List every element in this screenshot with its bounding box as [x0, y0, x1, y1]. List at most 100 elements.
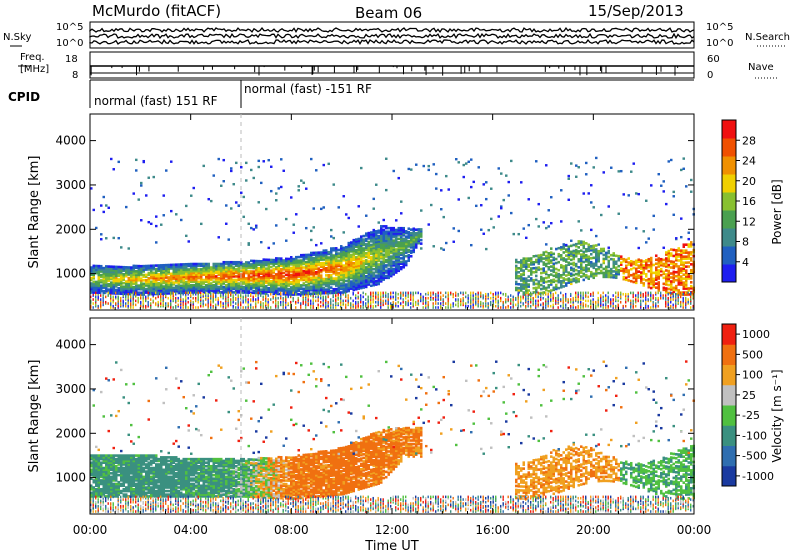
heat-cell [600, 302, 602, 305]
heat-cell [520, 181, 523, 184]
heat-cell [345, 269, 348, 272]
heat-cell [282, 282, 285, 285]
heat-cell [225, 260, 228, 264]
heat-cell [657, 172, 660, 176]
heat-cell [270, 165, 273, 168]
heat-cell [107, 290, 110, 293]
heat-cell [335, 295, 337, 299]
heat-cell [345, 267, 348, 270]
heat-cell [632, 280, 635, 284]
heat-cell [387, 242, 390, 246]
heat-cell [570, 294, 572, 297]
heat-cell [475, 303, 477, 307]
heat-cell [545, 291, 547, 295]
heat-cell [442, 294, 444, 297]
heat-cell [392, 228, 395, 232]
heat-cell [140, 277, 143, 280]
heat-cell [595, 304, 597, 308]
heat-cell [262, 279, 265, 283]
heat-cell [525, 285, 528, 288]
heat-cell [552, 292, 554, 296]
heat-cell [580, 249, 583, 252]
heat-cell [187, 306, 189, 309]
heat-cell [232, 278, 235, 282]
heat-cell [320, 294, 322, 297]
heat-cell [185, 270, 188, 273]
heat-cell [250, 270, 253, 273]
heat-cell [565, 274, 568, 277]
heat-cell [162, 292, 164, 296]
heat-cell [242, 271, 245, 275]
heat-cell [370, 248, 373, 252]
heat-cell [345, 295, 347, 299]
heat-cell [407, 299, 409, 303]
heat-cell [652, 306, 654, 309]
heat-cell [565, 243, 568, 247]
heat-cell [317, 281, 320, 285]
heat-cell [587, 257, 590, 261]
heat-cell [297, 284, 300, 287]
heat-cell [375, 253, 378, 256]
heat-cell [432, 292, 434, 296]
heat-cell [247, 273, 250, 277]
heat-cell [310, 262, 313, 265]
heat-cell [577, 258, 580, 261]
heat-cell [362, 263, 365, 266]
heat-cell [190, 268, 193, 271]
heat-cell [595, 270, 598, 273]
heat-cell [342, 195, 345, 198]
heat-cell [357, 239, 360, 243]
heat-cell [590, 270, 593, 274]
heat-cell [180, 263, 183, 266]
heat-cell [357, 306, 359, 309]
heat-cell [590, 256, 593, 260]
heat-cell [402, 249, 405, 253]
heat-cell [97, 295, 99, 299]
heat-cell [112, 236, 115, 240]
heat-cell [285, 289, 288, 293]
heat-cell [110, 276, 113, 279]
heat-cell [165, 285, 168, 288]
heat-cell [650, 266, 653, 270]
heat-cell [580, 261, 583, 264]
heat-cell [270, 279, 273, 283]
heat-cell [110, 284, 113, 288]
heat-cell [627, 194, 630, 197]
heat-cell [257, 282, 260, 286]
heat-cell [320, 242, 323, 245]
heat-cell [607, 251, 610, 255]
heat-cell [297, 287, 300, 291]
heat-cell [565, 264, 568, 267]
heat-cell [277, 276, 280, 280]
heat-cell [315, 279, 318, 283]
heat-cell [337, 262, 340, 266]
heat-cell [132, 271, 135, 275]
heat-cell [550, 247, 553, 250]
heat-cell [125, 290, 128, 294]
heat-cell [387, 264, 390, 267]
heat-cell [312, 251, 315, 255]
heat-cell [395, 302, 397, 305]
heat-cell [292, 259, 295, 263]
heat-cell [652, 263, 655, 267]
heat-cell [100, 289, 103, 293]
heat-cell [317, 292, 319, 296]
heat-cell [392, 271, 395, 274]
heat-cell [422, 295, 424, 299]
heat-cell [240, 262, 243, 266]
heat-cell [245, 282, 248, 286]
heat-cell [142, 294, 144, 297]
heat-cell [235, 269, 238, 273]
heat-cell [212, 266, 215, 269]
heat-cell [237, 276, 240, 280]
heat-cell [595, 248, 598, 251]
heat-cell [575, 298, 577, 301]
heat-cell [610, 269, 613, 273]
heat-cell [212, 289, 215, 292]
heat-cell [285, 264, 288, 268]
heat-cell [205, 262, 208, 266]
heat-cell [315, 285, 318, 288]
heat-cell [615, 295, 617, 299]
heat-cell [250, 226, 253, 230]
heat-cell [355, 302, 357, 305]
